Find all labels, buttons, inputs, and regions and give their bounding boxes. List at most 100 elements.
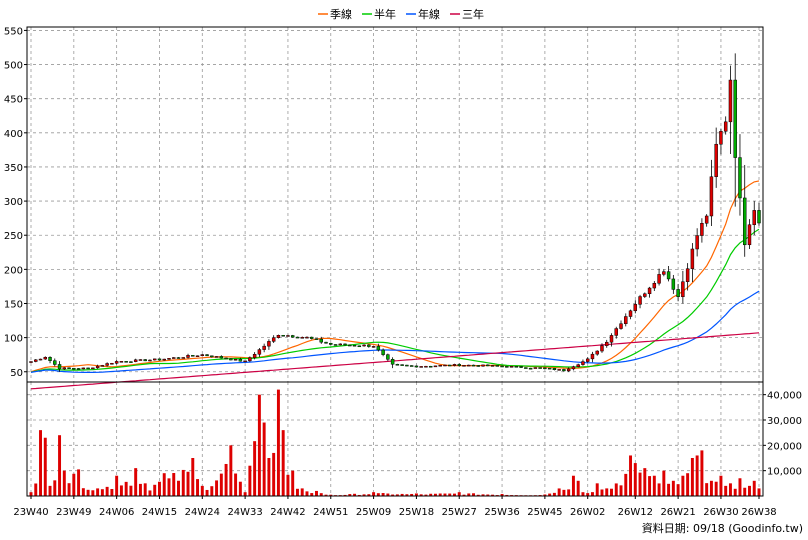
volume-bar	[295, 488, 299, 496]
candle-down	[324, 341, 328, 344]
candle-up	[200, 354, 205, 357]
volume-frame-rect	[26, 381, 764, 497]
candle-up	[557, 369, 561, 371]
candle-down	[414, 365, 419, 368]
candle-up	[91, 367, 95, 370]
price-tick-label: 450	[4, 95, 23, 106]
volume-bar	[238, 481, 242, 496]
candle-down	[547, 367, 552, 370]
volume-bar	[486, 494, 490, 496]
candle-down	[157, 358, 162, 361]
volume-bar	[386, 493, 390, 496]
volume-bar	[491, 494, 495, 496]
volume-bar	[58, 435, 62, 496]
candle-down	[67, 367, 71, 370]
candle-up	[138, 359, 143, 361]
candle-up	[195, 355, 200, 358]
x-tick-label: 25W27	[442, 507, 477, 518]
candle-down	[400, 364, 404, 366]
ma-line	[30, 290, 760, 373]
candle-up	[624, 316, 628, 324]
candle-up	[704, 215, 709, 224]
candle-down	[676, 289, 680, 298]
volume-bar	[162, 473, 166, 496]
candle-down	[457, 364, 461, 366]
volume-bar	[681, 475, 685, 496]
candle-down	[519, 366, 523, 368]
candle-up	[34, 359, 38, 362]
volume-bar	[81, 488, 85, 496]
volume-bar	[671, 480, 675, 496]
volume-bar	[300, 488, 304, 496]
volume-bar	[39, 430, 42, 496]
volume-bar	[310, 493, 314, 496]
volume-bar	[286, 474, 290, 496]
candle-up	[652, 282, 657, 289]
volume-bar	[353, 493, 357, 496]
candle-down	[191, 355, 195, 357]
candle-down	[500, 365, 504, 368]
volume-bar	[581, 492, 585, 496]
volume-bar	[291, 470, 295, 496]
x-tick-label: 23W40	[13, 507, 48, 518]
volume-bar	[638, 472, 642, 496]
candle-down	[314, 338, 319, 340]
candle-down	[471, 364, 476, 367]
candle-down	[376, 346, 381, 351]
volume-bar	[196, 479, 200, 496]
candle-up	[685, 268, 690, 282]
volume-bar	[648, 476, 652, 496]
volume-bar	[381, 493, 385, 496]
candle-up	[728, 79, 733, 123]
candle-up	[276, 335, 281, 338]
candle-down	[666, 271, 671, 280]
volume-bar	[362, 494, 366, 496]
volume-bar	[405, 494, 409, 496]
candle-down	[176, 357, 181, 359]
candle-up	[467, 364, 471, 367]
volume-bar	[733, 488, 737, 496]
volume-bar	[343, 494, 347, 496]
candle-down	[738, 157, 742, 199]
candle-down	[386, 354, 390, 360]
candle-up	[424, 365, 428, 368]
volume-bar	[177, 480, 180, 496]
volume-bar	[148, 490, 152, 496]
volume-bar	[219, 473, 223, 496]
volume-bar	[709, 480, 713, 496]
volume-bar	[243, 492, 247, 496]
candle-up	[114, 361, 119, 364]
candle-up	[533, 367, 538, 369]
volume-bar	[600, 489, 604, 496]
candle-down	[76, 368, 81, 370]
candle-up	[600, 345, 604, 352]
volume-bar	[77, 469, 81, 496]
candle-down	[476, 365, 480, 367]
volume-bar	[324, 494, 328, 496]
candle-up	[29, 361, 33, 363]
candle-up	[638, 296, 642, 305]
candle-up	[214, 356, 219, 358]
volume-bar	[248, 465, 252, 496]
candle-up	[186, 355, 190, 358]
candle-up	[152, 358, 157, 361]
candle-down	[352, 344, 357, 347]
volume-bar	[181, 469, 185, 496]
volume-bar	[348, 494, 352, 496]
candle-up	[438, 364, 442, 367]
candle-down	[390, 359, 395, 365]
candle-down	[367, 344, 371, 347]
volume-bar	[115, 475, 119, 496]
x-tick-label: 25W45	[527, 507, 562, 518]
candle-up	[338, 343, 343, 346]
candle-down	[495, 365, 500, 367]
candle-down	[757, 210, 761, 224]
volume-bar	[481, 494, 485, 496]
candle-down	[53, 360, 57, 365]
candle-down	[310, 336, 314, 339]
candle-up	[581, 361, 585, 365]
volume-bar	[590, 492, 594, 496]
candle-up	[38, 358, 43, 361]
candle-up	[81, 367, 86, 370]
candle-up	[110, 362, 114, 365]
